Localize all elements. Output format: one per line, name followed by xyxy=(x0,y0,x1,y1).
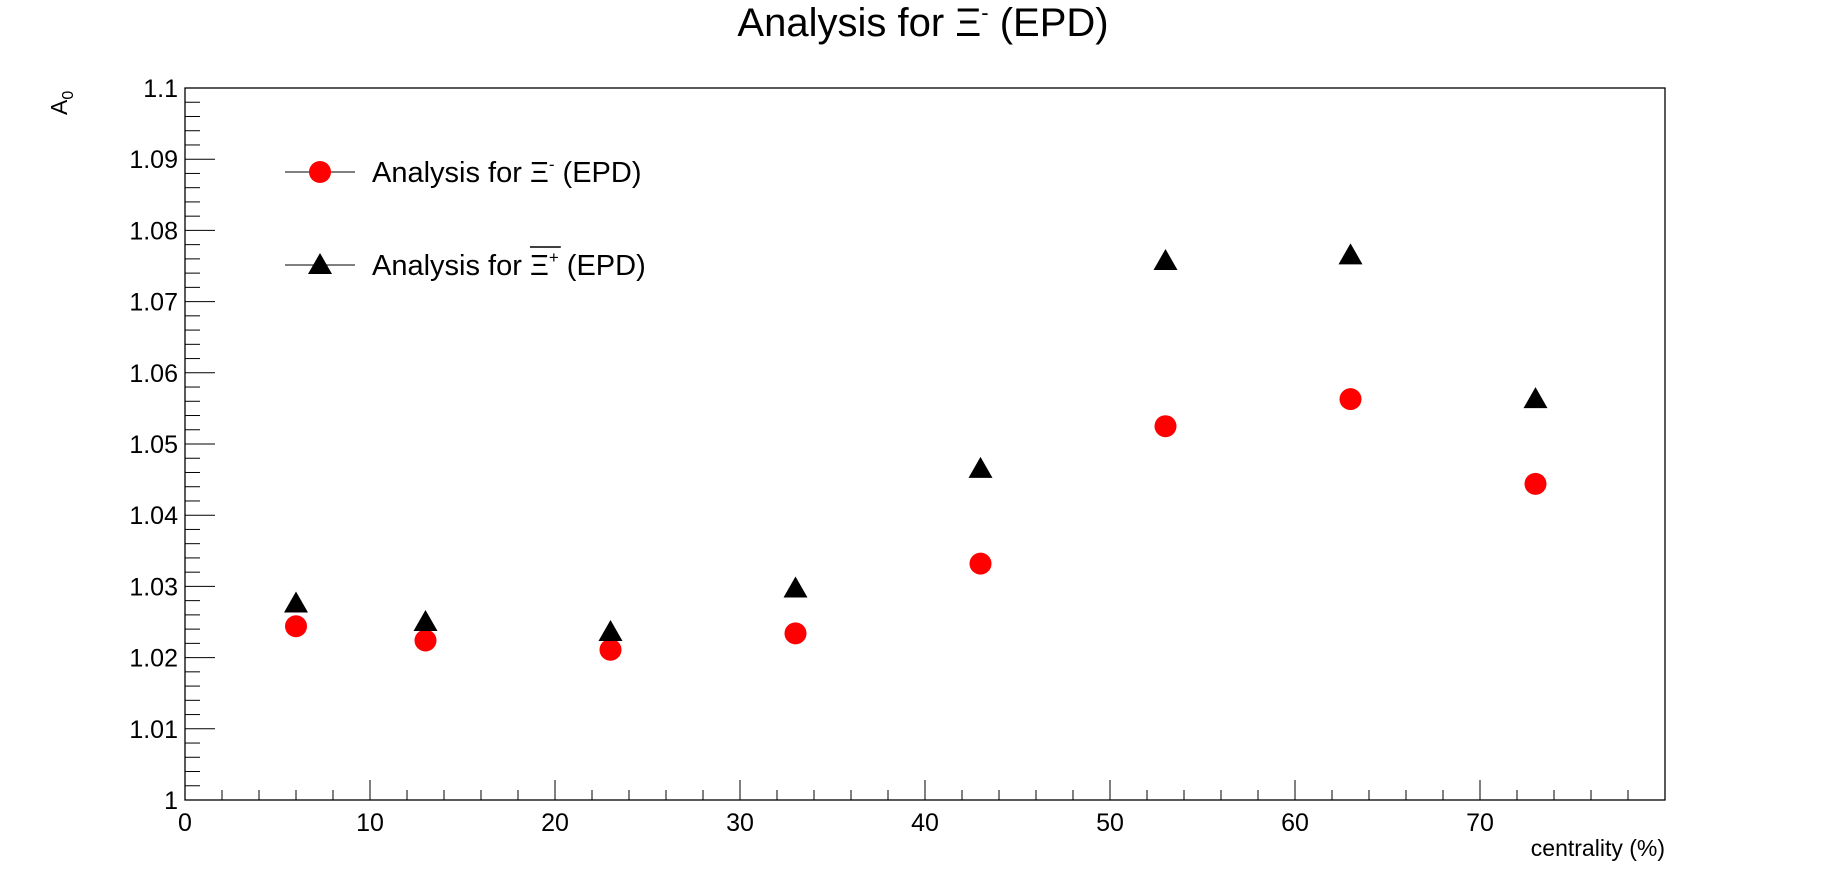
data-series xyxy=(284,243,1548,661)
plot-frame xyxy=(184,87,1666,801)
y-axis-title: A0 xyxy=(46,91,77,115)
x-tick-labels: 0 10 20 30 40 50 60 70 xyxy=(178,809,1494,837)
chart-title: Analysis for Ξ- (EPD) xyxy=(737,0,1108,45)
data-point-circle xyxy=(1524,472,1547,495)
data-point-triangle xyxy=(284,591,308,613)
y-tick-label: 1 xyxy=(164,787,178,815)
series-2 xyxy=(284,243,1548,641)
data-point-circle xyxy=(1154,415,1177,438)
x-tick-label: 60 xyxy=(1281,809,1309,837)
y-tick-label: 1.05 xyxy=(129,431,178,459)
y-tick-label: 1.04 xyxy=(129,502,178,530)
axis-ticks xyxy=(184,87,1666,801)
x-tick-label: 20 xyxy=(541,809,569,837)
data-point-circle xyxy=(599,638,622,661)
y-tick-label: 1.06 xyxy=(129,360,178,388)
legend-label-series-1: Analysis for Ξ- (EPD) xyxy=(372,155,641,189)
y-tick-label: 1.08 xyxy=(129,217,178,245)
legend-entry-series-2: Analysis for Ξ+ (EPD) xyxy=(285,246,646,282)
legend-marker-triangle xyxy=(308,253,332,274)
data-point-circle xyxy=(285,615,307,638)
x-axis-title: centrality (%) xyxy=(1531,835,1665,861)
data-point-circle xyxy=(414,629,437,652)
y-tick-label: 1.09 xyxy=(129,146,178,174)
y-tick-label: 1.03 xyxy=(129,573,178,601)
x-tick-label: 10 xyxy=(356,809,384,837)
legend-label-series-2: Analysis for Ξ+ (EPD) xyxy=(372,248,646,282)
data-point-triangle xyxy=(968,456,993,478)
legend: Analysis for Ξ- (EPD) Analysis for Ξ+ (E… xyxy=(285,155,646,282)
data-point-circle xyxy=(1339,388,1362,411)
x-tick-label: 40 xyxy=(911,809,939,837)
x-tick-label: 70 xyxy=(1466,809,1494,837)
data-point-circle xyxy=(969,552,992,575)
data-point-triangle xyxy=(783,576,808,598)
data-point-circle xyxy=(784,622,807,645)
x-tick-label: 30 xyxy=(726,809,754,837)
legend-marker-circle xyxy=(309,161,331,183)
x-tick-label: 50 xyxy=(1096,809,1124,837)
data-point-triangle xyxy=(1523,387,1548,409)
data-point-triangle xyxy=(1338,243,1363,265)
y-tick-labels: 1 1.01 1.02 1.03 1.04 1.05 1.06 1.07 1.08 1.09 1.1 xyxy=(129,75,178,815)
y-tick-label: 1.02 xyxy=(129,645,178,673)
series-1 xyxy=(285,388,1547,661)
data-point-triangle xyxy=(1153,249,1178,271)
y-tick-label: 1.07 xyxy=(129,289,178,317)
data-point-triangle xyxy=(413,610,438,631)
data-point-triangle xyxy=(598,619,623,641)
y-tick-label: 1.1 xyxy=(143,75,178,103)
y-tick-label: 1.01 xyxy=(129,716,178,744)
x-tick-label: 0 xyxy=(178,809,192,837)
legend-entry-series-1: Analysis for Ξ- (EPD) xyxy=(285,155,641,189)
chart-title-text: Analysis for Ξ- (EPD) xyxy=(737,0,1108,45)
